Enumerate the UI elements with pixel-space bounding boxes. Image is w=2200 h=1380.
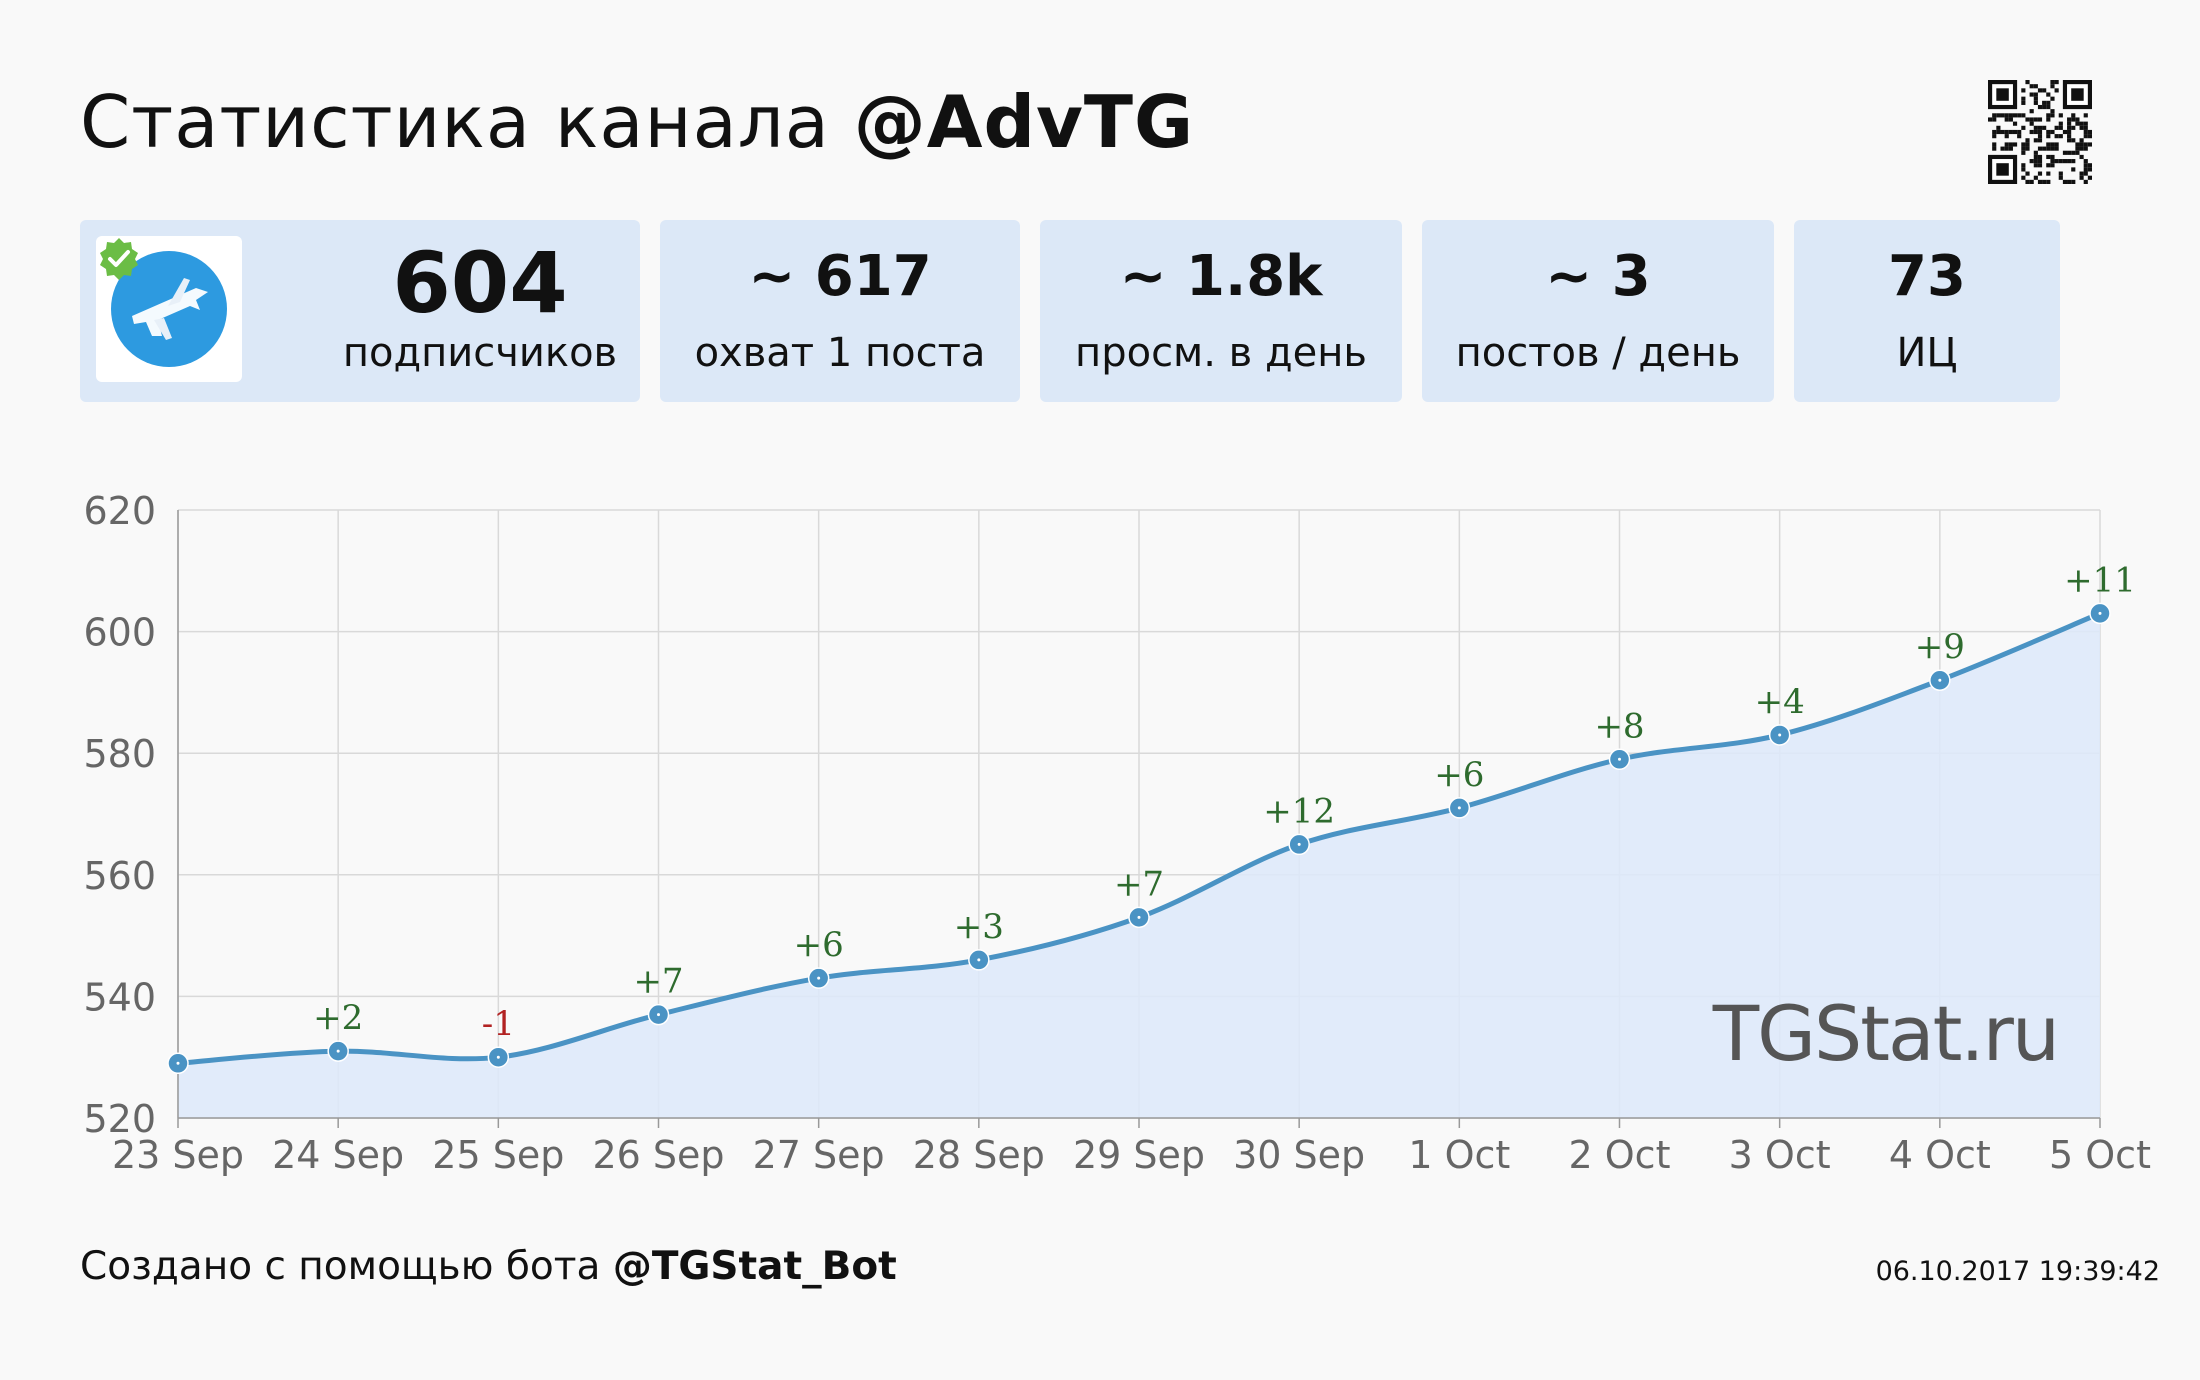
footer-prefix: Создано с помощью бота	[80, 1244, 601, 1289]
x-tick-label: 27 Sep	[753, 1133, 885, 1177]
subscribers-value: 604	[392, 234, 568, 332]
delta-label: +9	[1915, 627, 1965, 667]
x-tick-label: 26 Sep	[592, 1133, 724, 1177]
stat-card-posts: ~ 3 постов / день	[1422, 220, 1774, 402]
channel-avatar-icon	[111, 251, 227, 367]
x-tick-label: 30 Sep	[1233, 1133, 1365, 1177]
views-value: ~ 1.8k	[1119, 244, 1323, 309]
series-area	[178, 613, 2100, 1118]
delta-label: +6	[794, 925, 844, 965]
footer-credit: Создано с помощью бота @TGStat_Bot	[80, 1244, 897, 1289]
watermark: TGStat.ru	[1712, 989, 2058, 1078]
data-point-center	[2098, 611, 2102, 615]
ic-value: 73	[1888, 244, 1966, 309]
subscribers-chart: 520 540 560 580 600 620 23 Sep 24 Sep 25 Sep 26 S…	[83, 489, 2151, 1177]
y-tick-label: 620	[83, 489, 156, 533]
data-point-center	[1618, 757, 1621, 761]
y-tick-label: 580	[83, 732, 156, 776]
data-point-center	[496, 1055, 500, 1059]
stat-card-ic: 73 ИЦ	[1794, 220, 2060, 402]
x-tick-label: 25 Sep	[432, 1133, 564, 1177]
stat-card-subscribers: 604 подписчиков	[80, 220, 640, 402]
footer-timestamp: 06.10.2017 19:39:42	[1875, 1256, 2160, 1287]
page-title: Статистика канала @AdvTG	[80, 80, 1194, 164]
data-point-center	[1938, 678, 1942, 682]
title-prefix: Статистика канала	[80, 80, 830, 164]
data-point-center	[1778, 733, 1782, 737]
y-tick-label: 600	[83, 611, 156, 655]
delta-label: -1	[482, 1004, 515, 1044]
stat-card-views: ~ 1.8k просм. в день	[1040, 220, 1402, 402]
x-tick-label: 3 Oct	[1729, 1133, 1831, 1177]
data-point-center	[336, 1049, 340, 1053]
verified-badge-icon	[100, 238, 138, 280]
delta-label: +2	[313, 998, 363, 1038]
x-tick-label: 29 Sep	[1073, 1133, 1205, 1177]
x-tick-label: 1 Oct	[1408, 1133, 1510, 1177]
channel-handle: @AdvTG	[853, 80, 1195, 164]
posts-value: ~ 3	[1545, 244, 1651, 309]
x-tick-label: 23 Sep	[112, 1133, 244, 1177]
delta-label: +6	[1434, 755, 1484, 795]
delta-label: +4	[1755, 682, 1805, 722]
posts-label: постов / день	[1455, 330, 1741, 376]
delta-label: +11	[2064, 560, 2136, 600]
qr-code-icon	[1988, 80, 2092, 184]
y-tick-label: 520	[83, 1097, 156, 1141]
data-point-center	[1457, 806, 1461, 810]
data-point-center	[817, 976, 821, 980]
data-point-center	[176, 1061, 180, 1065]
x-tick-label: 28 Sep	[913, 1133, 1045, 1177]
x-tick-label: 24 Sep	[272, 1133, 404, 1177]
data-point-center	[1137, 915, 1141, 919]
x-tick-label: 4 Oct	[1889, 1133, 1991, 1177]
delta-label: +7	[1114, 864, 1164, 904]
x-tick-label: 5 Oct	[2049, 1133, 2151, 1177]
reach-label: охват 1 поста	[694, 330, 986, 376]
reach-value: ~ 617	[748, 244, 932, 309]
data-point-center	[657, 1013, 660, 1017]
data-point-center	[977, 958, 981, 962]
subscribers-label: подписчиков	[342, 330, 618, 376]
views-label: просм. в день	[1075, 330, 1367, 376]
data-point-center	[1297, 842, 1301, 846]
delta-label: +12	[1263, 791, 1335, 831]
delta-label: +7	[633, 962, 683, 1002]
ic-label: ИЦ	[1896, 330, 1958, 376]
y-tick-label: 560	[83, 854, 156, 898]
y-tick-label: 540	[83, 975, 156, 1019]
delta-label: +3	[954, 907, 1004, 947]
delta-label: +8	[1594, 706, 1644, 746]
avatar	[96, 236, 242, 382]
stat-card-reach: ~ 617 охват 1 поста	[660, 220, 1020, 402]
footer-bot-link[interactable]: @TGStat_Bot	[612, 1244, 897, 1289]
x-tick-label: 2 Oct	[1569, 1133, 1671, 1177]
